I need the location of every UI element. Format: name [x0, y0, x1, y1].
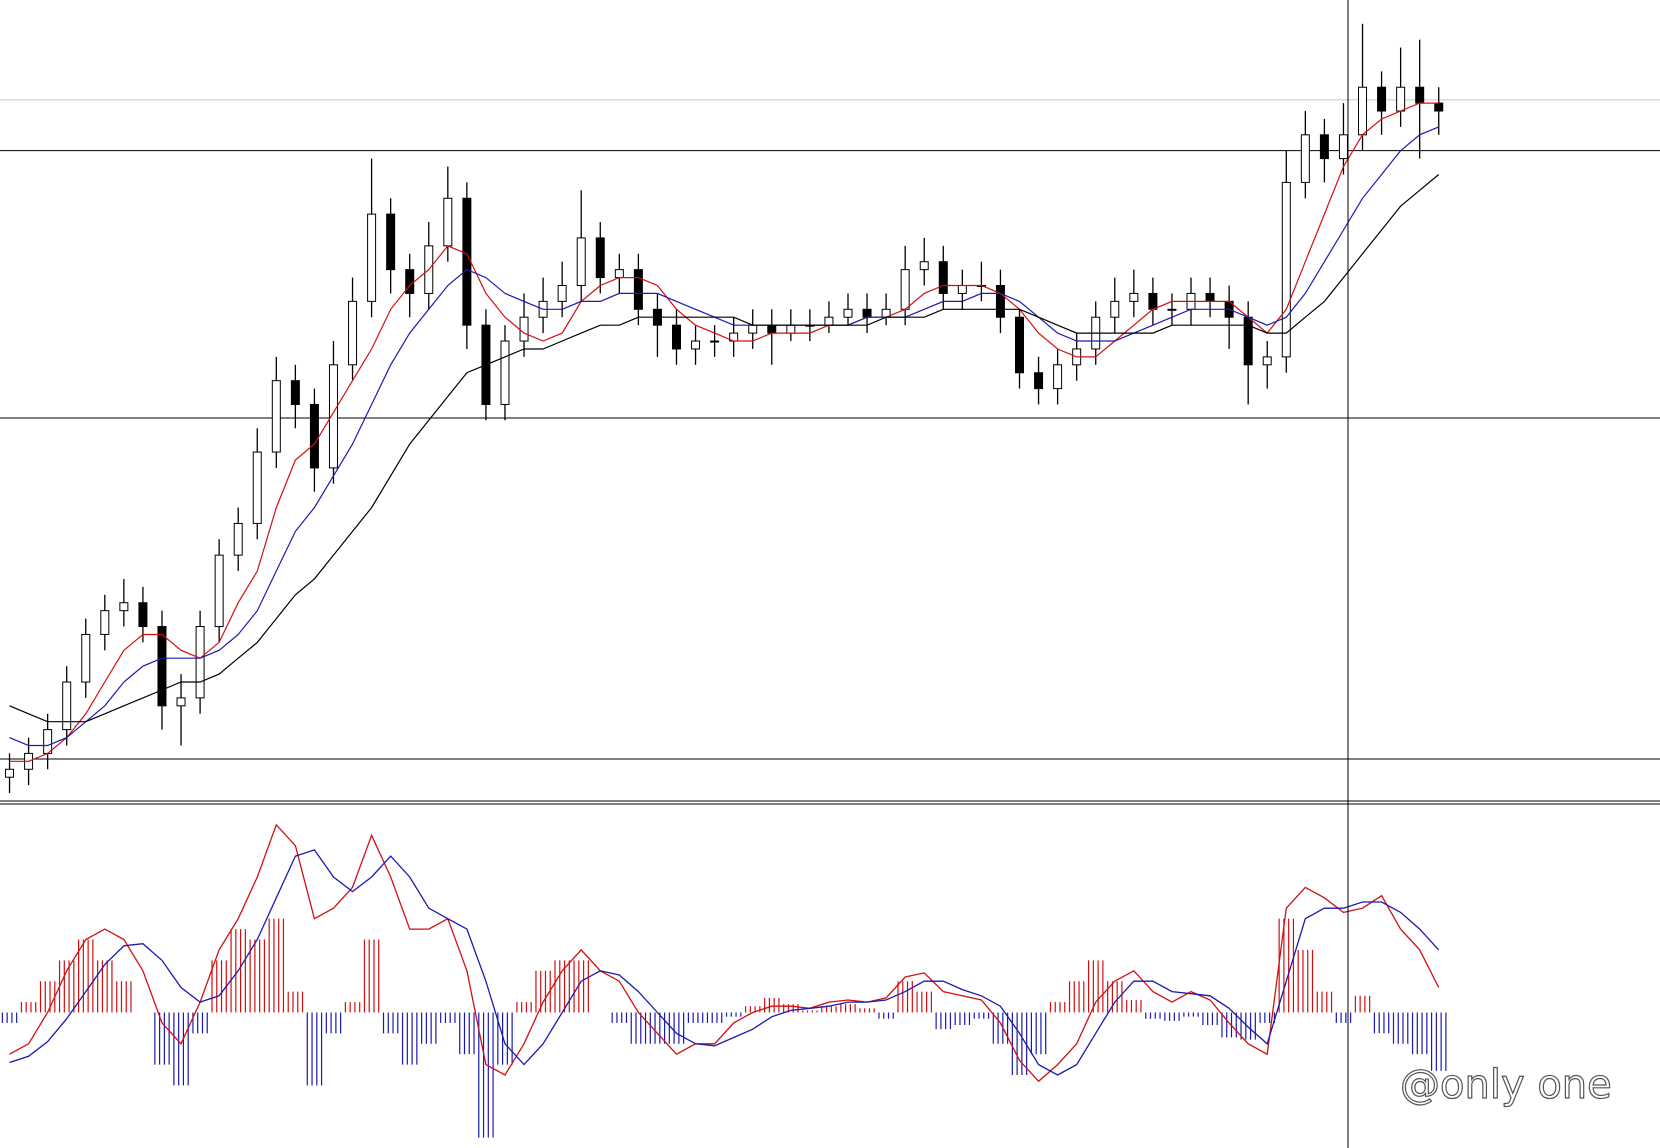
candle-body — [710, 340, 720, 343]
candle-body — [862, 308, 872, 318]
candle-body — [767, 324, 777, 334]
candle-body — [1358, 86, 1368, 136]
candle-body — [290, 380, 300, 405]
candle-body — [462, 197, 472, 326]
candle-body — [176, 697, 186, 707]
candle-body — [786, 324, 796, 334]
candle-body — [1262, 356, 1272, 366]
candle-body — [957, 285, 967, 294]
moving-average — [9, 102, 1439, 762]
macd-panel — [1, 823, 1447, 1138]
candle-body — [1015, 316, 1025, 374]
candle-body — [1110, 300, 1120, 318]
candle-body — [1167, 308, 1177, 311]
candle-body — [233, 522, 243, 556]
candle-body — [81, 633, 91, 683]
candle-body — [386, 213, 396, 271]
macd-line — [9, 823, 1440, 1083]
candle-body — [1053, 364, 1063, 390]
candle-body — [1281, 181, 1291, 358]
candle-body — [1415, 86, 1425, 104]
candle-body — [1300, 134, 1310, 183]
candle-body — [119, 602, 129, 612]
macd-line — [9, 849, 1440, 1076]
price-panel — [0, 23, 1660, 794]
candle-body — [157, 626, 167, 707]
candle-body — [1396, 86, 1406, 112]
watermark: @only one — [1400, 1062, 1612, 1108]
candle-body — [671, 324, 681, 350]
candle-body — [919, 261, 929, 271]
candle-body — [1377, 86, 1387, 112]
candle-body — [138, 602, 148, 628]
candle-body — [1205, 292, 1215, 302]
candle-body — [252, 451, 262, 524]
candle-body — [328, 364, 338, 469]
candle-body — [519, 316, 529, 342]
moving-average — [9, 126, 1439, 747]
candle-body — [195, 626, 205, 699]
candle-body — [557, 285, 567, 302]
candle-body — [614, 269, 624, 279]
candle-body — [5, 768, 15, 778]
candle-body — [824, 316, 834, 326]
candle-body — [271, 380, 281, 453]
candle-body — [1243, 316, 1253, 366]
candle-body — [691, 340, 701, 350]
candle-body — [595, 237, 605, 279]
candle-body — [1319, 134, 1329, 160]
candle-body — [1434, 102, 1444, 112]
candle-body — [367, 213, 377, 302]
candle-body — [62, 681, 72, 731]
candle-body — [43, 729, 53, 754]
candle-body — [1148, 292, 1158, 310]
candle-body — [309, 403, 319, 469]
candle-body — [1129, 292, 1139, 302]
candle-body — [633, 269, 643, 310]
candle-body — [938, 261, 948, 294]
candle-body — [748, 324, 758, 334]
candle-body — [843, 308, 853, 318]
candle-body — [348, 300, 358, 366]
candle-body — [995, 285, 1005, 318]
candle-body — [214, 554, 224, 628]
candle-body — [100, 610, 110, 635]
candle-body — [1034, 372, 1044, 390]
candle-body — [900, 269, 910, 310]
candle-body — [576, 237, 586, 287]
moving-average — [9, 174, 1440, 723]
candle-body — [1338, 134, 1348, 160]
candle-body — [500, 340, 510, 405]
candle-body — [443, 197, 453, 247]
